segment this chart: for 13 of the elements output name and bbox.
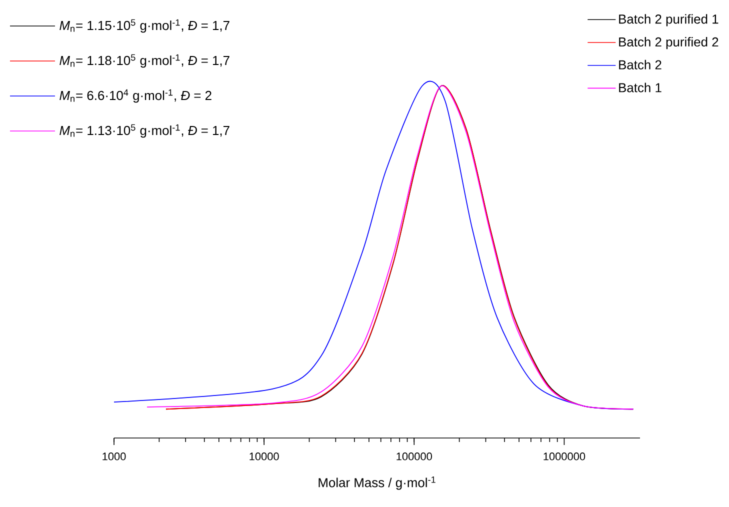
legend-label: Batch 2 purified 1	[619, 14, 718, 26]
legend-label: Batch 2	[619, 60, 662, 70]
text: M$_{n}$= 1.13·10$^{5}$ g·mol$^{-1}$, Đ = 1,7	[60, 124, 230, 138]
x-tick-label: 100000	[396, 452, 432, 460]
legend-label: Batch 1	[619, 82, 662, 92]
text: M$_{n}$= 1.18·10$^{5}$ g·mol$^{-1}$, Đ = 1,7	[60, 54, 230, 68]
x-tick-label: 10000	[250, 452, 279, 460]
x-axis-title: Molar Mass / g·mol$^{-1}$	[318, 476, 436, 490]
text: M$_{n}$= 1.15·10$^{5}$ g·mol$^{-1}$, Đ = 1,7	[60, 19, 230, 33]
x-tick-label: 1000	[102, 452, 126, 460]
x-tick-label: 1000000	[544, 452, 586, 460]
text: M$_{n}$= 6.6·10$^{4}$ g·mol$^{-1}$, Đ = 2	[60, 89, 212, 103]
legend-label: Batch 2 purified 2	[619, 37, 718, 50]
